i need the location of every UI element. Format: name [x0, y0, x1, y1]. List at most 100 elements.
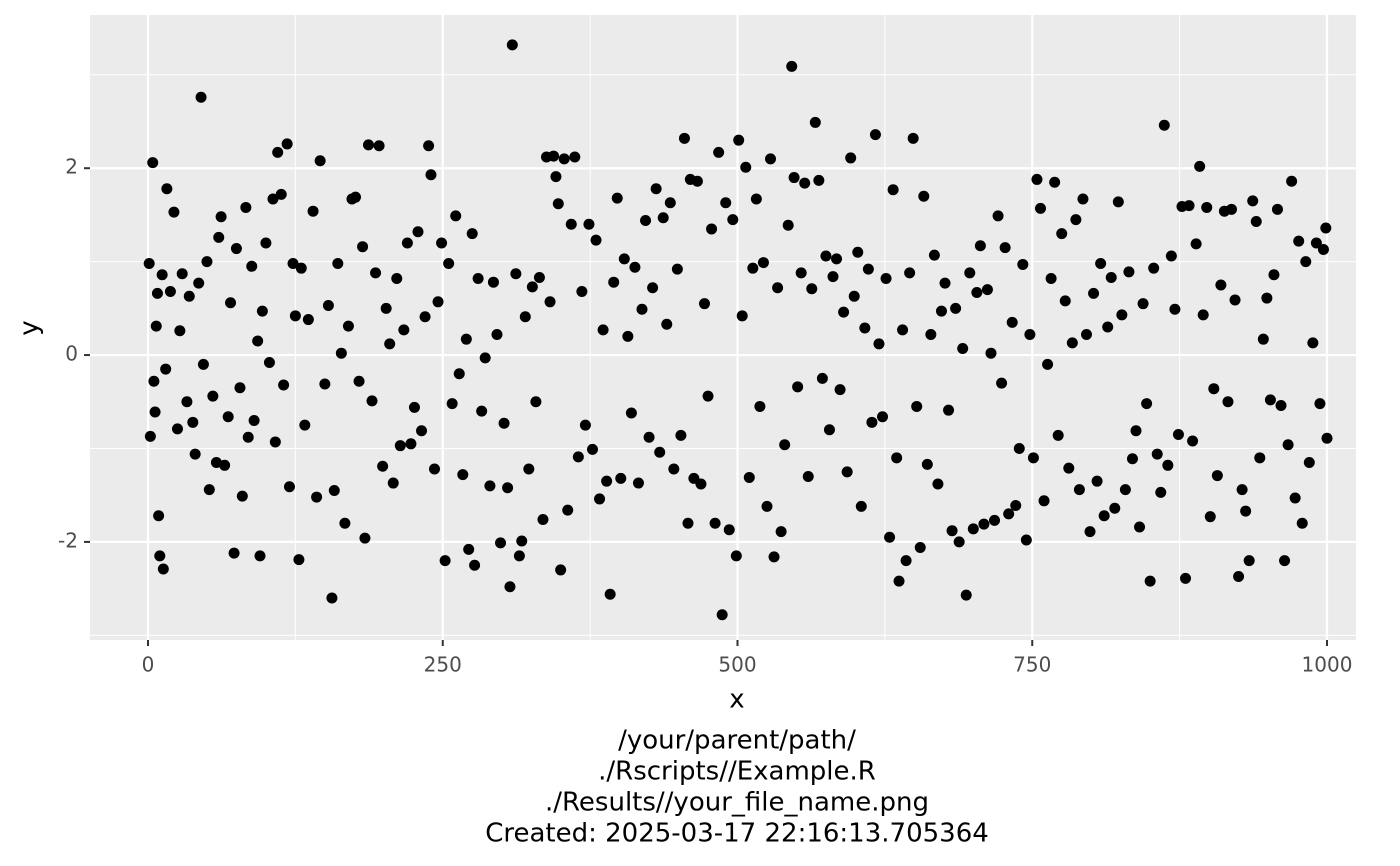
point [682, 517, 694, 529]
point [743, 471, 755, 483]
point [914, 542, 926, 554]
point [795, 267, 807, 279]
point [1134, 521, 1146, 533]
point [1063, 462, 1075, 474]
point [154, 550, 166, 562]
point [989, 514, 1001, 526]
point [350, 191, 362, 203]
point [1314, 398, 1326, 410]
point [429, 463, 441, 475]
point [153, 510, 165, 522]
point [1240, 505, 1252, 517]
point [629, 261, 641, 273]
point [720, 197, 732, 209]
point [675, 429, 687, 441]
point [706, 223, 718, 235]
point [1279, 555, 1291, 567]
point [754, 400, 766, 412]
point [1197, 309, 1209, 321]
point [1045, 272, 1057, 284]
point [242, 431, 254, 443]
point [201, 256, 213, 268]
point [698, 298, 710, 310]
point [1169, 303, 1181, 315]
point [302, 314, 314, 326]
point [412, 226, 424, 238]
point [1229, 294, 1241, 306]
point [359, 532, 371, 544]
point [604, 588, 616, 600]
point [709, 517, 721, 529]
point [852, 246, 864, 258]
point [484, 480, 496, 492]
point [1162, 459, 1174, 471]
point [597, 324, 609, 336]
point [425, 169, 437, 181]
point [295, 262, 307, 274]
point [911, 400, 923, 412]
point [147, 157, 159, 169]
point [1222, 396, 1234, 408]
point [1059, 295, 1071, 307]
point [925, 329, 937, 341]
point [615, 472, 627, 484]
point [782, 219, 794, 231]
point [256, 305, 268, 317]
point [974, 240, 986, 252]
point [1211, 470, 1223, 482]
point [671, 263, 683, 275]
point [768, 551, 780, 563]
point [373, 140, 385, 152]
point [565, 218, 577, 230]
point [845, 152, 857, 164]
point [594, 493, 606, 505]
point [526, 281, 538, 293]
caption-line: ./Results//your_file_name.png [545, 788, 929, 818]
point [544, 296, 556, 308]
point [171, 423, 183, 435]
point [552, 198, 564, 210]
point [1271, 203, 1283, 215]
point [332, 258, 344, 270]
point [160, 363, 172, 375]
point [884, 531, 896, 543]
point [813, 174, 825, 186]
point [1116, 309, 1128, 321]
point [150, 320, 162, 332]
point [215, 211, 227, 223]
point [246, 260, 258, 272]
point [823, 424, 835, 436]
point [366, 395, 378, 407]
point [1317, 243, 1329, 255]
point [460, 333, 472, 345]
point [678, 132, 690, 144]
point [907, 132, 919, 144]
point [164, 286, 176, 298]
point [1070, 214, 1082, 226]
point [900, 555, 912, 567]
point [1109, 502, 1121, 514]
point [342, 320, 354, 332]
point [504, 581, 516, 593]
point [289, 310, 301, 322]
point [848, 290, 860, 302]
point [487, 276, 499, 288]
point [1112, 196, 1124, 208]
point [1225, 203, 1237, 215]
point [985, 347, 997, 359]
point [831, 253, 843, 265]
point [1119, 484, 1131, 496]
point [928, 249, 940, 261]
point [657, 212, 669, 224]
point [230, 243, 242, 255]
point [439, 555, 451, 567]
point [195, 91, 207, 103]
point [647, 282, 659, 294]
point [1289, 492, 1301, 504]
point [618, 253, 630, 265]
point [450, 210, 462, 222]
point [387, 477, 399, 489]
point [498, 417, 510, 429]
point [1084, 526, 1096, 538]
point [225, 297, 237, 309]
